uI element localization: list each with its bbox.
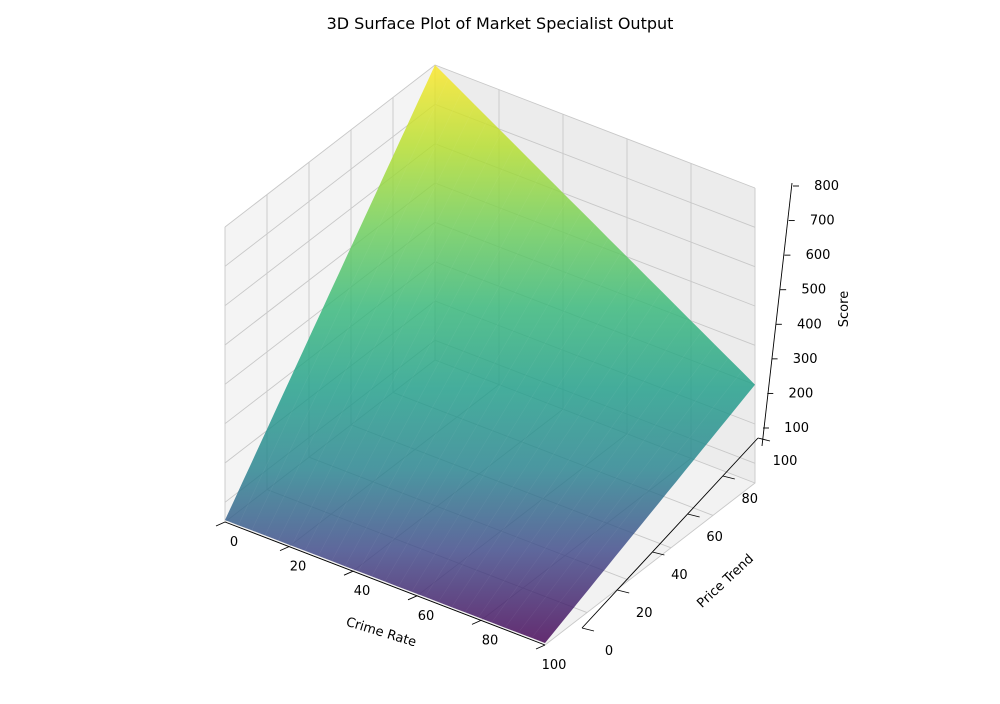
- surface-mesh-line: [318, 158, 529, 557]
- x-tick-mark: [535, 644, 546, 650]
- surface-mesh-line: [291, 131, 502, 546]
- x-tick-label: 60: [418, 609, 435, 624]
- x-tick-label: 100: [542, 658, 567, 673]
- axes: 0 20 40 60 80 100 0 20 40 60 80 100 100 200 300 400 500 6…: [215, 179, 839, 673]
- y-tick-label: 0: [605, 644, 613, 659]
- surface-mesh-line: [398, 238, 609, 587]
- surface-mesh-line: [504, 344, 716, 628]
- y-tick-mark: [757, 437, 771, 442]
- chart-title: 3D Surface Plot of Market Specialist Out…: [327, 14, 674, 33]
- surface-mesh-line: [478, 317, 689, 618]
- surface-mesh-line: [304, 144, 516, 551]
- surface: [225, 65, 755, 643]
- x-tick-mark: [471, 619, 482, 625]
- x-tick-mark: [279, 546, 290, 552]
- z-tick-label: 700: [810, 214, 835, 229]
- x-tick-mark: [215, 521, 226, 527]
- x-tick-mark: [343, 570, 354, 576]
- y-tick-label: 40: [671, 568, 688, 583]
- surface-mesh-line: [344, 184, 556, 567]
- surface-mesh-line: [264, 104, 476, 536]
- y-tick-label: 20: [636, 606, 653, 621]
- x-tick-label: 20: [290, 560, 307, 575]
- y-tick-mark: [722, 475, 735, 480]
- x-tick-label: 40: [354, 584, 371, 599]
- z-tick-label: 800: [814, 179, 839, 194]
- surface-mesh-line: [238, 78, 449, 526]
- x-tick-mark: [407, 595, 418, 601]
- surface-mesh-line: [371, 211, 582, 577]
- surface-mesh-line: [411, 251, 622, 592]
- y-axis-label: Price Trend: [694, 552, 756, 612]
- z-axis-label: Score: [837, 291, 852, 327]
- surface-mesh-line: [491, 331, 702, 623]
- x-axis-line: [224, 521, 546, 646]
- y-tick-label: 80: [742, 492, 759, 507]
- surface-mesh-line: [278, 118, 489, 541]
- surface-mesh-line: [358, 198, 569, 572]
- x-axis-label: Crime Rate: [344, 615, 418, 651]
- z-tick-label: 100: [784, 421, 809, 436]
- x-tick-label: 0: [230, 535, 238, 550]
- z-tick-label: 300: [793, 352, 818, 367]
- surface-mesh-line: [438, 277, 649, 603]
- surface-mesh-line: [251, 91, 462, 531]
- y-tick-mark: [581, 627, 595, 632]
- y-tick-mark: [687, 513, 700, 518]
- z-tick-label: 500: [801, 283, 826, 298]
- y-tick-label: 100: [773, 454, 798, 469]
- surface-mesh-line: [384, 224, 596, 582]
- y-tick-label: 60: [706, 530, 723, 545]
- surface-mesh-line: [424, 264, 636, 598]
- z-axis-line: [761, 182, 793, 447]
- y-tick-mark: [617, 589, 630, 594]
- surface-mesh-line: [331, 171, 542, 562]
- surface-mesh-line: [518, 357, 729, 633]
- y-axis-line: [581, 437, 759, 629]
- surface-mesh-line: [531, 371, 742, 639]
- surface-mesh-line: [451, 291, 662, 608]
- z-tick-label: 600: [806, 248, 831, 263]
- surface-mesh-line: [464, 304, 676, 613]
- x-tick-label: 80: [482, 633, 499, 648]
- z-tick-label: 400: [797, 317, 822, 332]
- z-tick-label: 200: [788, 386, 813, 401]
- surface-patch: [225, 65, 755, 643]
- y-tick-mark: [652, 551, 665, 556]
